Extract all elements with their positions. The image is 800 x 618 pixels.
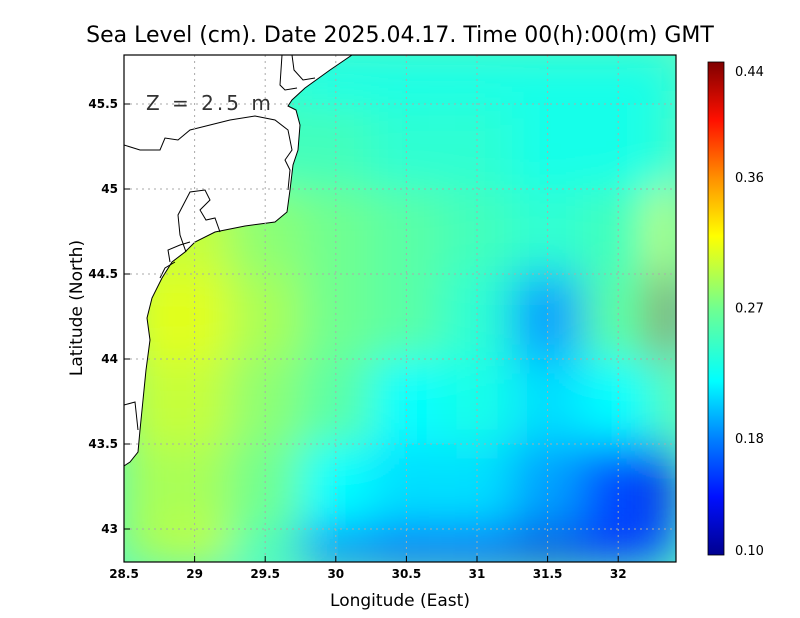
heatmap-cell bbox=[653, 104, 676, 189]
y-tick-label: 45.5 bbox=[88, 97, 118, 111]
heatmap-cell bbox=[653, 359, 676, 444]
heatmap-cell bbox=[582, 359, 654, 444]
y-tick-label: 44 bbox=[101, 352, 118, 366]
heatmap-cell bbox=[159, 444, 230, 529]
heatmap-cell bbox=[229, 274, 301, 359]
heatmap-cell bbox=[371, 359, 442, 444]
heatmap-cell bbox=[300, 274, 372, 359]
heatmap-cell bbox=[300, 359, 372, 444]
heatmap-cell bbox=[512, 189, 583, 274]
x-tick-label: 31 bbox=[469, 567, 486, 581]
y-tick-label: 45 bbox=[101, 182, 118, 196]
heatmap-cell bbox=[441, 189, 513, 274]
depth-annotation: Z = 2.5 m bbox=[146, 91, 274, 115]
colorbar-tick-label: 0.18 bbox=[735, 432, 764, 447]
heatmap-cell bbox=[582, 274, 654, 359]
heatmap-cell bbox=[653, 444, 676, 529]
colorbar-tick-label: 0.36 bbox=[735, 171, 764, 186]
heatmap-cell bbox=[371, 189, 442, 274]
coastline-segment bbox=[291, 55, 316, 81]
colorbar-tick-label: 0.10 bbox=[735, 544, 764, 559]
heatmap-cell bbox=[159, 274, 230, 359]
x-tick-label: 31.5 bbox=[533, 567, 563, 581]
x-tick-label: 29.5 bbox=[250, 567, 280, 581]
coastline-segment bbox=[124, 55, 353, 467]
colorbar-tick-label: 0.27 bbox=[735, 302, 764, 317]
heatmap-cell bbox=[512, 444, 583, 529]
coastline-segment bbox=[124, 401, 139, 431]
heatmap-cell bbox=[229, 359, 301, 444]
heatmap-cell bbox=[441, 274, 513, 359]
heatmap-cell bbox=[124, 529, 160, 562]
coastline-segment bbox=[177, 189, 221, 253]
x-axis-label: Longitude (East) bbox=[330, 591, 470, 611]
heatmap-cell bbox=[300, 189, 372, 274]
colorbar-tick-label: 0.44 bbox=[735, 65, 764, 80]
heatmap-cell bbox=[653, 189, 676, 274]
heatmap-cell bbox=[512, 359, 583, 444]
coastline bbox=[124, 55, 353, 467]
coastline-segment bbox=[279, 55, 298, 91]
y-tick-label: 43 bbox=[101, 522, 118, 536]
heatmap-cell bbox=[371, 444, 442, 529]
coastline-segment bbox=[159, 261, 176, 279]
heatmap-cell bbox=[653, 529, 676, 562]
y-axis-label: Latitude (North) bbox=[67, 240, 87, 376]
coastline-segment bbox=[124, 115, 293, 191]
y-tick-label: 44.5 bbox=[88, 267, 118, 281]
heatmap-cell bbox=[300, 444, 372, 529]
x-tick-label: 32 bbox=[610, 567, 627, 581]
chart-title: Sea Level (cm). Date 2025.04.17. Time 00… bbox=[86, 23, 714, 48]
grid-lines bbox=[124, 55, 676, 562]
x-tick-label: 29 bbox=[186, 567, 203, 581]
y-tick-label: 43.5 bbox=[88, 437, 118, 451]
coastline-segment bbox=[167, 241, 191, 263]
heatmap-cell bbox=[653, 274, 676, 359]
heatmap-cell bbox=[229, 444, 301, 529]
colorbar bbox=[707, 61, 725, 556]
heatmap-cell bbox=[653, 55, 676, 104]
heatmap-cell bbox=[441, 444, 513, 529]
x-tick-label: 30.5 bbox=[392, 567, 422, 581]
x-tick-label: 28.5 bbox=[109, 567, 139, 581]
plot-frame bbox=[123, 54, 677, 563]
heatmap-cell bbox=[512, 274, 583, 359]
heatmap-cell bbox=[159, 359, 230, 444]
heatmap-cell bbox=[582, 444, 654, 529]
heatmap-cell bbox=[441, 359, 513, 444]
heatmap-cell bbox=[582, 189, 654, 274]
heatmap-cell bbox=[371, 274, 442, 359]
x-tick-label: 30 bbox=[327, 567, 344, 581]
